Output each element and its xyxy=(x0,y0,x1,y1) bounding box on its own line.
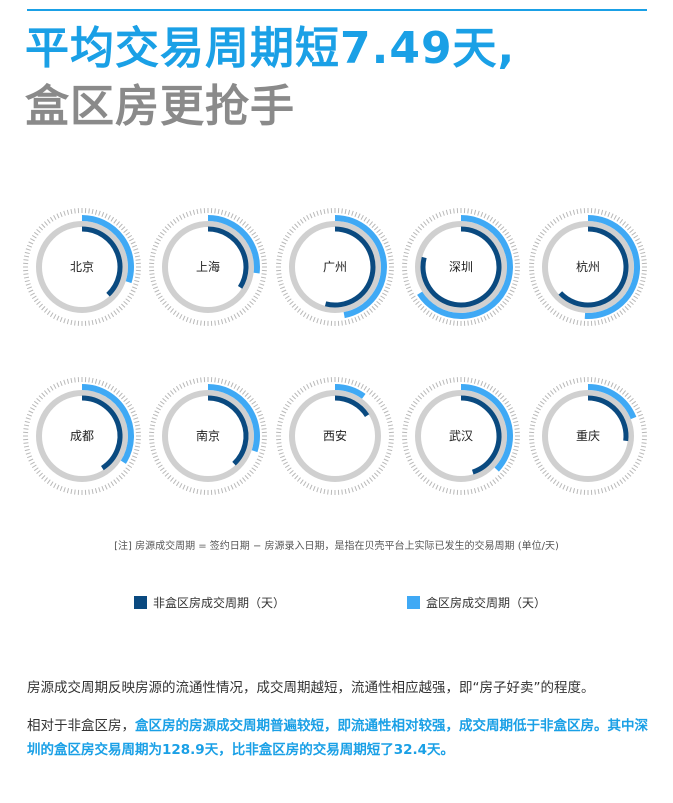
city-label-武汉: 武汉 xyxy=(449,429,473,443)
arc-box-杭州 xyxy=(584,215,641,319)
arc-box-上海 xyxy=(207,215,260,274)
page-title: 平均交易周期短7.49天, 盒区房更抢手 xyxy=(25,20,515,136)
arc-box-重庆 xyxy=(587,384,637,420)
chart-note: [注] 房源成交周期 = 签约日期 − 房源录入日期，是指在贝壳平台上实际已发生… xyxy=(114,541,559,552)
track-ring xyxy=(36,221,128,313)
arc-box-西安 xyxy=(334,384,366,399)
city-label-北京: 北京 xyxy=(70,260,94,274)
track-ring xyxy=(36,390,128,482)
arc-non-box-广州 xyxy=(324,226,376,308)
top-rule xyxy=(27,9,647,11)
chart-上海: 上海 xyxy=(149,208,267,326)
tick-ring xyxy=(23,208,141,326)
legend-label-non-box: 非盒区房成交周期（天） xyxy=(153,596,286,610)
chart-成都: 成都 xyxy=(23,377,141,495)
tick-ring xyxy=(149,377,267,495)
arc-non-box-南京 xyxy=(207,395,249,466)
arc-box-武汉 xyxy=(460,384,513,472)
city-label-上海: 上海 xyxy=(196,259,220,274)
tick-ring xyxy=(402,377,520,495)
chart-深圳: 深圳 xyxy=(402,208,520,326)
paragraph-2-normal: 相对于非盒区房， xyxy=(27,718,135,734)
arc-box-北京 xyxy=(81,215,134,284)
arc-box-广州 xyxy=(334,215,387,319)
arc-non-box-杭州 xyxy=(558,226,629,308)
city-label-深圳: 深圳 xyxy=(449,260,473,274)
arc-non-box-北京 xyxy=(81,226,123,297)
city-label-成都: 成都 xyxy=(70,429,94,443)
city-label-南京: 南京 xyxy=(196,428,220,443)
chart-西安: 西安 xyxy=(276,377,394,495)
paragraph-2: 相对于非盒区房，盒区房的房源成交周期普遍较短，即流通性相对较强，成交周期低于非盒… xyxy=(27,714,652,762)
legend-label-box: 盒区房成交周期（天） xyxy=(426,596,547,610)
arc-non-box-重庆 xyxy=(587,395,629,442)
arc-box-南京 xyxy=(207,384,260,453)
arc-box-深圳 xyxy=(417,215,513,319)
tick-ring xyxy=(276,377,394,495)
arc-non-box-上海 xyxy=(207,226,249,289)
arc-non-box-深圳 xyxy=(420,226,502,308)
track-ring xyxy=(542,221,634,313)
tick-ring xyxy=(402,208,520,326)
tick-ring xyxy=(23,377,141,495)
city-label-广州: 广州 xyxy=(323,260,347,274)
chart-北京: 北京 xyxy=(23,208,141,326)
chart-重庆: 重庆 xyxy=(529,377,647,495)
chart-武汉: 武汉 xyxy=(402,377,520,495)
paragraph-2-highlight: 盒区房的房源成交周期普遍较短，即流通性相对较强，成交周期低于非盒区房。其中深圳的… xyxy=(27,718,648,758)
title-line-2: 盒区房更抢手 xyxy=(25,81,295,132)
legend-swatch-box xyxy=(407,596,420,609)
legend-non-box: 非盒区房成交周期（天） xyxy=(134,594,285,611)
track-ring xyxy=(415,221,507,313)
arc-non-box-成都 xyxy=(81,395,123,471)
track-ring xyxy=(162,221,254,313)
legend-box: 盒区房成交周期（天） xyxy=(407,594,546,611)
track-ring xyxy=(542,390,634,482)
track-ring xyxy=(289,390,381,482)
tick-ring xyxy=(529,377,647,495)
city-label-重庆: 重庆 xyxy=(576,429,600,443)
paragraph-1: 房源成交周期反映房源的流通性情况，成交周期越短，流通性相应越强，即“房子好卖”的… xyxy=(27,680,595,696)
track-ring xyxy=(289,221,381,313)
title-line-1: 平均交易周期短7.49天, xyxy=(25,23,516,74)
arc-non-box-西安 xyxy=(334,395,370,418)
tick-ring xyxy=(149,208,267,326)
track-ring xyxy=(415,390,507,482)
chart-南京: 南京 xyxy=(149,377,267,495)
arc-non-box-武汉 xyxy=(460,395,502,475)
legend-swatch-non-box xyxy=(134,596,147,609)
tick-ring xyxy=(276,208,394,326)
arc-box-成都 xyxy=(81,384,134,464)
city-label-西安: 西安 xyxy=(323,428,347,443)
track-ring xyxy=(162,390,254,482)
chart-广州: 广州 xyxy=(276,208,394,326)
tick-ring xyxy=(529,208,647,326)
city-label-杭州: 杭州 xyxy=(576,259,600,274)
chart-杭州: 杭州 xyxy=(529,208,647,326)
